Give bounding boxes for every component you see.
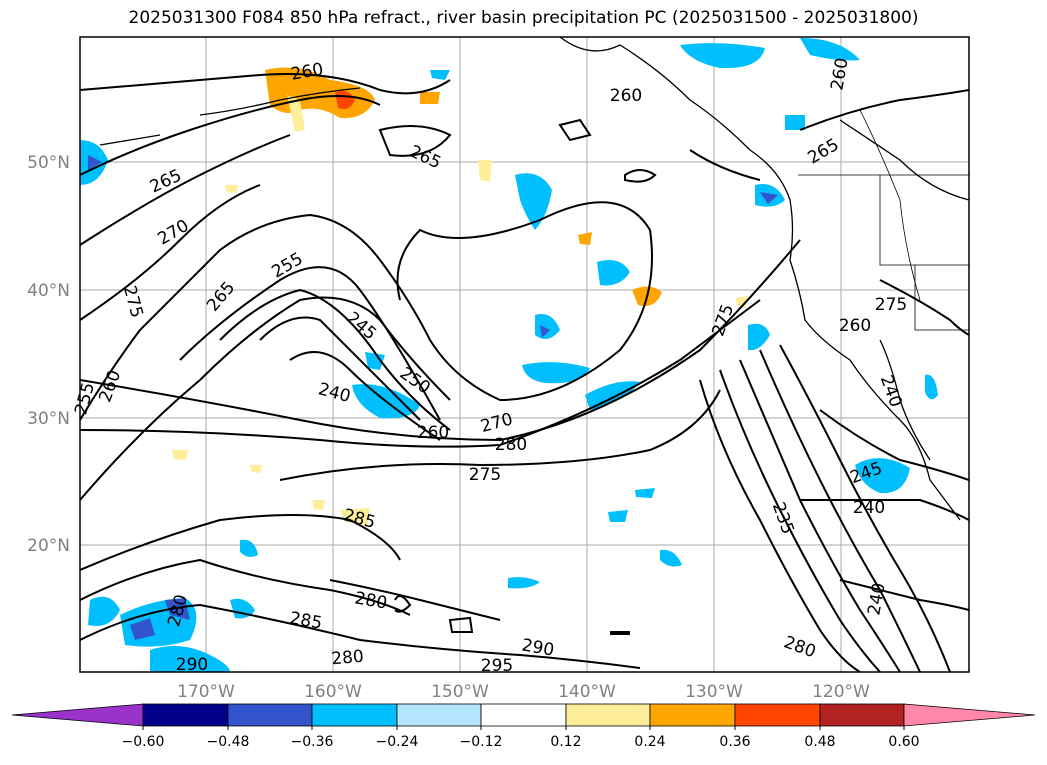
colorbar-swatch: [227, 703, 313, 727]
contour-label: 280: [331, 647, 365, 670]
colorbar-swatch: [734, 703, 821, 727]
colorbar-swatch: [819, 703, 905, 727]
colorbar-tick-label: −0.48: [207, 734, 250, 750]
colorbar-swatch: [480, 703, 567, 727]
coastlines: [99, 37, 969, 521]
colorbar-swatch: [396, 703, 482, 727]
colorbar-swatch: [11, 703, 144, 727]
lat-label-30: 30°N: [27, 409, 70, 429]
colorbar-tick-label: 0.60: [888, 734, 919, 750]
colorbar-swatch: [311, 703, 398, 727]
lon-label-140w: 140°W: [558, 682, 616, 702]
longitude-labels: 170°W 160°W 150°W 140°W 130°W 120°W: [177, 682, 870, 702]
colorbar-tick-label: 0.48: [804, 734, 835, 750]
lon-label-130w: 130°W: [685, 682, 743, 702]
lat-label-50: 50°N: [27, 153, 70, 173]
colorbar: −0.60 −0.48 −0.36 −0.24 −0.12 0.12 0.24 0.36 0.4…: [11, 703, 1036, 750]
lon-label-150w: 150°W: [431, 682, 489, 702]
contour-label: 260: [839, 316, 871, 336]
colorbar-swatch: [565, 703, 651, 727]
contour-label: 275: [469, 465, 501, 485]
contour-label: 260: [610, 86, 642, 106]
colorbar-tick-label: −0.36: [291, 734, 334, 750]
contour-label: 280: [495, 435, 527, 455]
lon-label-160w: 160°W: [304, 682, 362, 702]
contour-label: 260: [417, 423, 449, 443]
map-background: [80, 37, 969, 672]
contour-label: 290: [176, 655, 208, 675]
colorbar-tick-label: −0.24: [376, 734, 419, 750]
colorbar-tick-label: 0.36: [719, 734, 750, 750]
colorbar-swatch: [903, 703, 1036, 727]
refractivity-contours: [80, 73, 969, 672]
lon-label-170w: 170°W: [177, 682, 235, 702]
colorbar-swatches: [11, 703, 1036, 727]
latitude-labels: 50°N 40°N 30°N 20°N: [27, 153, 70, 556]
lon-label-120w: 120°W: [812, 682, 870, 702]
contour-label: 275: [875, 295, 907, 315]
borders: [798, 109, 969, 331]
colorbar-ticks: −0.60 −0.48 −0.36 −0.24 −0.12 0.12 0.24 0.36 0.4…: [122, 726, 920, 750]
colorbar-tick-label: 0.12: [550, 734, 581, 750]
map-title: 2025031300 F084 850 hPa refract., river …: [128, 8, 919, 28]
contour-label: 240: [853, 498, 885, 518]
colorbar-swatch: [649, 703, 736, 727]
colorbar-tick-label: −0.12: [460, 734, 503, 750]
map-frame: [79, 36, 970, 673]
lat-label-20: 20°N: [27, 536, 70, 556]
contour-label: 295: [481, 656, 513, 676]
colorbar-tick-label: 0.24: [634, 734, 665, 750]
colorbar-tick-label: −0.60: [122, 734, 165, 750]
map-panel: [79, 36, 970, 673]
lat-label-40: 40°N: [27, 281, 70, 301]
colorbar-swatch: [142, 703, 229, 727]
